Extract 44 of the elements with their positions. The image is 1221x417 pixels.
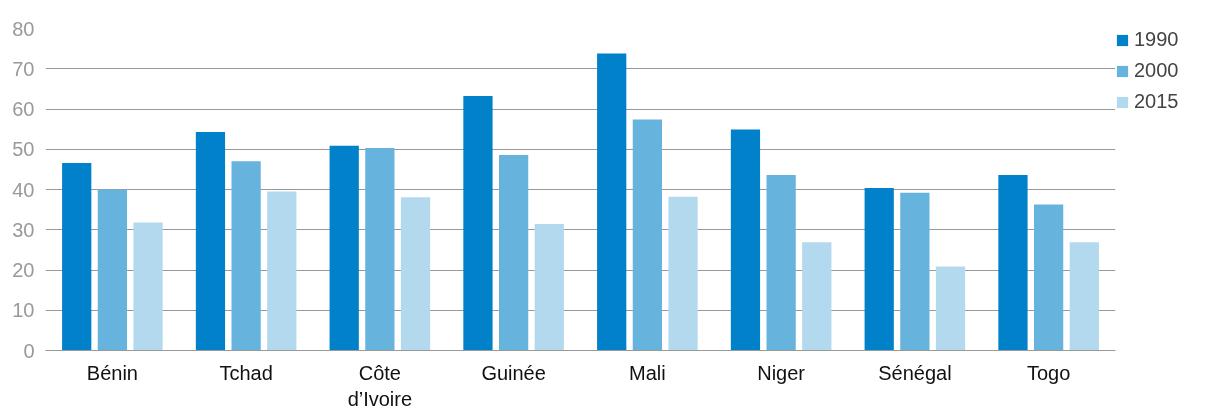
y-tick-label: 10 [12, 299, 35, 322]
y-tick-label: 0 [23, 339, 35, 362]
legend-label: 2015 [1134, 90, 1179, 113]
bar [668, 196, 698, 351]
x-tick-label: Guinée [481, 361, 546, 384]
x-tick-label: Sénégal [878, 361, 952, 384]
x-tick-label: Tchad [219, 361, 273, 384]
x-tick-label: Côte d’Ivoire [347, 361, 413, 410]
y-tick-label: 70 [12, 57, 35, 80]
bar [534, 224, 564, 351]
bar [463, 96, 493, 351]
bar [400, 197, 431, 351]
legend-label: 2000 [1134, 59, 1179, 82]
y-tick-label: 30 [12, 218, 35, 241]
bar [900, 192, 930, 351]
bar [998, 175, 1028, 351]
bar [365, 148, 395, 351]
x-tick-label: Niger [757, 361, 806, 384]
bar [935, 266, 966, 351]
y-tick-label: 20 [12, 259, 35, 281]
bar [864, 187, 894, 351]
bar [97, 189, 127, 351]
bar [766, 175, 796, 351]
x-tick-label: Bénin [86, 361, 138, 384]
bar [329, 145, 359, 351]
bar [267, 191, 297, 351]
bar [597, 53, 627, 351]
x-tick-label: Togo [1026, 361, 1071, 384]
bar [730, 129, 761, 351]
bar [62, 162, 92, 351]
legend-label: 1990 [1134, 28, 1179, 51]
bar [632, 119, 662, 351]
y-tick-label: 60 [12, 98, 35, 120]
bar [195, 131, 226, 351]
bar [133, 222, 163, 351]
bar [1069, 242, 1099, 351]
bar [802, 242, 832, 351]
x-tick-label: Mali [629, 361, 666, 384]
bar [1034, 204, 1064, 351]
bar [231, 161, 261, 351]
y-tick-label: 40 [12, 178, 35, 201]
y-tick-label: 80 [12, 17, 35, 40]
y-tick-label: 50 [12, 138, 35, 161]
bar [499, 154, 529, 351]
